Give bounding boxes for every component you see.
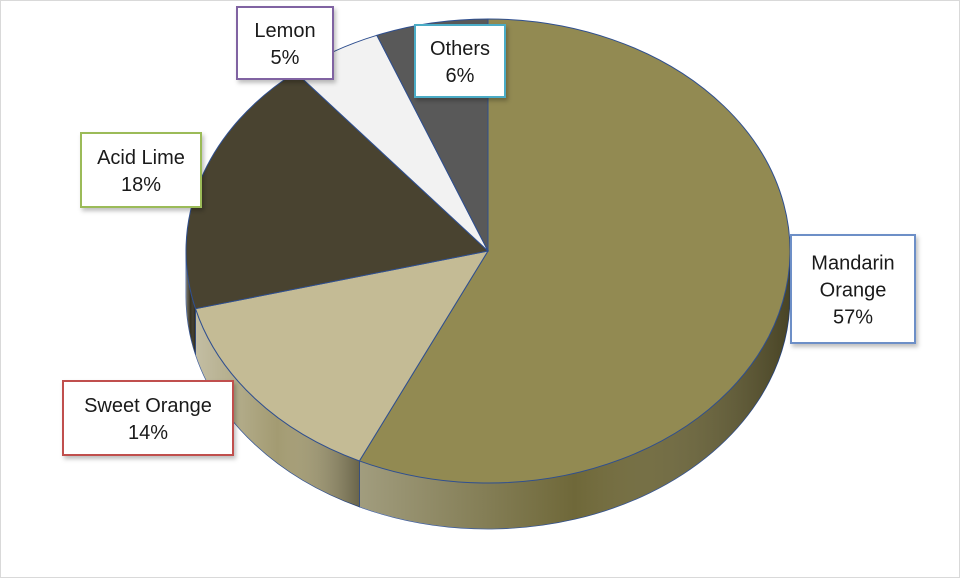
pie-slice-mandarin-orange[interactable]	[358, 18, 791, 484]
data-label-value: 5%	[271, 47, 300, 69]
data-label-box	[80, 132, 202, 208]
data-label-box	[62, 380, 234, 456]
data-label-category: Lemon	[254, 20, 315, 42]
data-label-category: Acid Lime	[97, 147, 185, 169]
pie-slice-sweet-orange[interactable]	[194, 250, 490, 462]
data-label-sweet-orange: Sweet Orange 14%	[62, 380, 234, 456]
data-label-category: Orange	[820, 280, 887, 302]
data-label-box	[236, 6, 334, 80]
data-label-category: Others	[430, 38, 490, 60]
data-label-acid-lime: Acid Lime 18%	[80, 132, 202, 208]
data-label-mandarin-orange: Mandarin Orange 57%	[790, 234, 916, 344]
data-label-value: 14%	[128, 422, 168, 444]
data-label-others: Others 6%	[414, 24, 506, 98]
data-label-lemon: Lemon 5%	[236, 6, 334, 80]
pie-side-shade-mandarin-orange	[359, 251, 790, 529]
data-label-value: 57%	[833, 307, 873, 329]
data-label-box	[414, 24, 506, 98]
data-label-box	[790, 234, 916, 344]
pie-side-shade-sweet-orange	[195, 308, 360, 507]
data-label-value: 18%	[121, 174, 161, 196]
data-labels-group: Mandarin Orange 57% Sweet Orange 14% Acid Lim…	[62, 6, 916, 456]
pie-slices-group	[185, 18, 791, 484]
pie-side-shade-acid-lime	[186, 251, 196, 355]
data-label-category: Mandarin	[811, 253, 894, 275]
data-label-value: 6%	[446, 65, 475, 87]
data-label-category: Sweet Orange	[84, 395, 212, 417]
